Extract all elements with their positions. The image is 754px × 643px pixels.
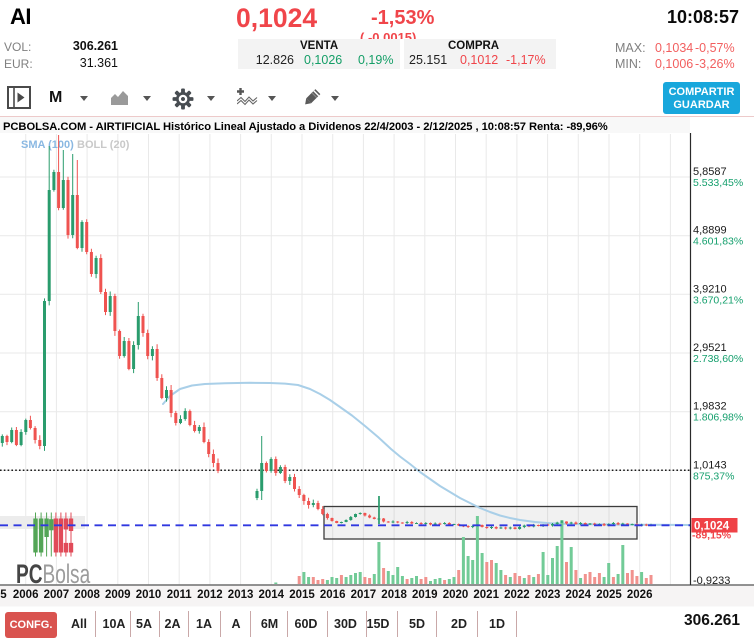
svg-text:PCBolsa: PCBolsa <box>16 559 90 589</box>
svg-text:5: 5 <box>0 589 7 601</box>
svg-text:2024: 2024 <box>566 589 592 601</box>
svg-text:2006: 2006 <box>13 589 39 601</box>
svg-text:2010: 2010 <box>136 589 162 601</box>
svg-text:2017: 2017 <box>351 589 377 601</box>
svg-text:5.533,45%: 5.533,45% <box>693 177 743 189</box>
svg-text:2008: 2008 <box>74 589 100 601</box>
svg-text:0,1024: 0,1024 <box>694 521 730 533</box>
svg-text:2013: 2013 <box>228 589 254 601</box>
svg-text:4.601,83%: 4.601,83% <box>693 236 743 248</box>
svg-text:2023: 2023 <box>535 589 561 601</box>
svg-text:4,8899: 4,8899 <box>693 225 727 237</box>
svg-text:2026: 2026 <box>627 589 653 601</box>
svg-text:1,9832: 1,9832 <box>693 401 727 413</box>
svg-text:2012: 2012 <box>197 589 223 601</box>
svg-text:2021: 2021 <box>473 589 499 601</box>
svg-text:2014: 2014 <box>259 589 285 601</box>
svg-text:1,0143: 1,0143 <box>693 459 727 471</box>
svg-text:-0,9233: -0,9233 <box>693 575 730 587</box>
svg-text:2020: 2020 <box>443 589 469 601</box>
svg-text:2022: 2022 <box>504 589 530 601</box>
svg-text:2,9521: 2,9521 <box>693 342 727 354</box>
svg-text:2025: 2025 <box>596 589 622 601</box>
svg-text:3.670,21%: 3.670,21% <box>693 294 743 306</box>
svg-text:1.806,98%: 1.806,98% <box>693 412 743 424</box>
svg-text:BOLL (20): BOLL (20) <box>77 139 130 151</box>
svg-text:2011: 2011 <box>167 589 193 601</box>
svg-text:875,37%: 875,37% <box>693 470 734 482</box>
svg-text:2019: 2019 <box>412 589 438 601</box>
svg-text:2016: 2016 <box>320 589 346 601</box>
svg-text:2.738,60%: 2.738,60% <box>693 353 743 365</box>
svg-text:2015: 2015 <box>289 589 315 601</box>
svg-text:3,9210: 3,9210 <box>693 283 727 295</box>
svg-text:SMA (100): SMA (100) <box>21 139 74 151</box>
svg-text:2007: 2007 <box>44 589 70 601</box>
svg-text:2009: 2009 <box>105 589 131 601</box>
svg-text:5,8587: 5,8587 <box>693 166 727 178</box>
svg-text:2018: 2018 <box>381 589 407 601</box>
